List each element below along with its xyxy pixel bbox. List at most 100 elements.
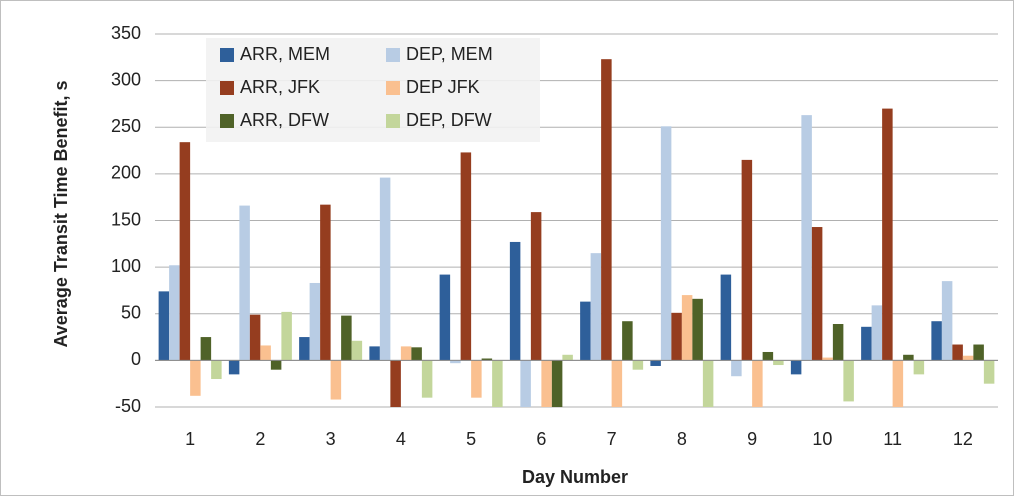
legend-swatch bbox=[386, 48, 400, 62]
bar bbox=[341, 315, 352, 361]
bar bbox=[882, 108, 893, 361]
bar bbox=[541, 360, 552, 407]
x-tick-label: 10 bbox=[812, 429, 832, 449]
y-tick-label: 50 bbox=[121, 303, 141, 323]
x-tick-label: 2 bbox=[255, 429, 265, 449]
bar bbox=[832, 324, 844, 361]
bar bbox=[400, 346, 412, 361]
y-tick-label: 350 bbox=[111, 23, 141, 43]
bar bbox=[530, 212, 542, 361]
legend-label: DEP JFK bbox=[406, 77, 480, 97]
bar bbox=[790, 360, 802, 375]
bar bbox=[681, 295, 693, 361]
x-tick-label: 6 bbox=[536, 429, 546, 449]
x-tick-label: 3 bbox=[326, 429, 336, 449]
bar bbox=[913, 360, 925, 375]
bar bbox=[169, 265, 180, 361]
bar bbox=[622, 321, 633, 361]
bar bbox=[861, 326, 872, 361]
bar bbox=[179, 142, 191, 361]
bar bbox=[390, 360, 401, 407]
bar bbox=[941, 281, 953, 361]
bar bbox=[439, 274, 451, 361]
y-axis-label: Average Transit Time Benefit, s bbox=[51, 80, 71, 347]
bar bbox=[973, 344, 984, 361]
x-tick-label: 8 bbox=[677, 429, 687, 449]
x-tick-label: 11 bbox=[883, 429, 902, 449]
bar bbox=[249, 314, 261, 361]
y-tick-label: 150 bbox=[111, 209, 141, 229]
bar bbox=[421, 360, 433, 398]
bar bbox=[369, 346, 380, 361]
x-axis-label: Day Number bbox=[522, 467, 628, 487]
bar bbox=[650, 360, 661, 366]
legend-swatch bbox=[386, 114, 400, 128]
bar bbox=[481, 358, 493, 361]
bar bbox=[270, 360, 282, 370]
bar bbox=[492, 360, 503, 407]
bar bbox=[773, 360, 784, 366]
bar bbox=[580, 301, 591, 361]
y-tick-label: 0 bbox=[131, 349, 141, 369]
bar bbox=[692, 298, 703, 361]
bar bbox=[190, 360, 201, 396]
bar bbox=[871, 305, 883, 361]
bar bbox=[590, 253, 602, 361]
bar bbox=[351, 340, 363, 361]
bar bbox=[601, 59, 612, 361]
bar bbox=[702, 360, 714, 407]
bar bbox=[962, 355, 974, 361]
y-tick-label: 100 bbox=[111, 256, 141, 276]
bar bbox=[320, 204, 331, 361]
bar bbox=[611, 360, 623, 407]
bar bbox=[200, 337, 212, 361]
legend-label: DEP, DFW bbox=[406, 110, 492, 130]
legend-label: DEP, MEM bbox=[406, 44, 493, 64]
legend-label: ARR, JFK bbox=[240, 77, 320, 97]
bar bbox=[822, 357, 833, 361]
bar bbox=[903, 354, 914, 361]
legend-swatch bbox=[220, 81, 234, 95]
bar bbox=[460, 152, 472, 361]
x-tick-label: 1 bbox=[185, 429, 195, 449]
bar bbox=[843, 360, 854, 402]
bar bbox=[562, 354, 573, 361]
bar bbox=[741, 159, 753, 361]
y-tick-label: -50 bbox=[115, 396, 141, 416]
bar bbox=[660, 126, 672, 361]
bar bbox=[260, 345, 271, 361]
y-tick-label: 250 bbox=[111, 116, 141, 136]
bar bbox=[811, 227, 823, 361]
x-tick-label: 9 bbox=[747, 429, 757, 449]
bar bbox=[228, 360, 240, 375]
legend-label: ARR, DFW bbox=[240, 110, 329, 130]
bar bbox=[330, 360, 342, 400]
bar bbox=[551, 360, 563, 407]
bar bbox=[952, 344, 963, 361]
x-tick-label: 12 bbox=[953, 429, 973, 449]
bar bbox=[299, 337, 310, 361]
x-tick-label: 4 bbox=[396, 429, 406, 449]
bar bbox=[892, 360, 904, 407]
bar bbox=[158, 291, 170, 361]
bar bbox=[762, 351, 774, 361]
legend-swatch bbox=[220, 48, 234, 62]
y-tick-label: 200 bbox=[111, 163, 141, 183]
bar bbox=[520, 360, 531, 407]
legend-box bbox=[206, 38, 540, 142]
bar bbox=[752, 360, 763, 407]
legend-swatch bbox=[386, 81, 400, 95]
bar bbox=[931, 321, 942, 361]
legend-label: ARR, MEM bbox=[240, 44, 330, 64]
bar bbox=[471, 360, 482, 398]
bar bbox=[983, 360, 995, 384]
x-tick-label: 5 bbox=[466, 429, 476, 449]
bar bbox=[379, 177, 391, 361]
legend-swatch bbox=[220, 114, 234, 128]
bar bbox=[801, 115, 812, 361]
bar bbox=[720, 274, 732, 361]
bar bbox=[632, 360, 644, 370]
y-tick-label: 300 bbox=[111, 69, 141, 89]
bar bbox=[731, 360, 742, 377]
